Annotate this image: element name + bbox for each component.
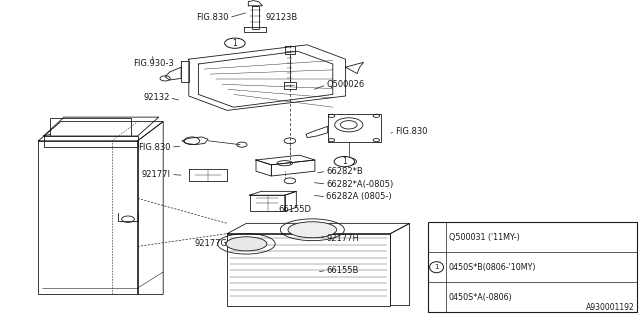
Ellipse shape [226, 237, 267, 251]
Text: 92132: 92132 [143, 93, 170, 102]
Text: 1: 1 [435, 264, 439, 270]
Text: Q500026: Q500026 [326, 80, 365, 89]
Text: 66282*B: 66282*B [326, 167, 363, 176]
Text: 66282*A(-0805): 66282*A(-0805) [326, 180, 394, 188]
Ellipse shape [334, 156, 355, 167]
Text: 66155B: 66155B [326, 266, 359, 275]
Ellipse shape [288, 222, 337, 238]
Text: FIG.830: FIG.830 [395, 127, 428, 136]
Text: FIG.830: FIG.830 [138, 143, 171, 152]
Text: FIG.930-3: FIG.930-3 [133, 60, 174, 68]
Text: 0450S*A(-0806): 0450S*A(-0806) [449, 292, 512, 301]
Ellipse shape [429, 262, 444, 273]
Text: 92123B: 92123B [266, 13, 298, 22]
Text: 92177H: 92177H [326, 234, 359, 243]
Text: Q500031 ('11MY-): Q500031 ('11MY-) [449, 233, 519, 242]
Text: 1: 1 [232, 39, 237, 48]
Text: A930001192: A930001192 [586, 303, 635, 312]
Text: 66155D: 66155D [278, 205, 312, 214]
Text: 92177I: 92177I [142, 170, 171, 179]
Text: 0450S*B(0806-'10MY): 0450S*B(0806-'10MY) [449, 263, 536, 272]
Text: FIG.830: FIG.830 [196, 13, 229, 22]
Ellipse shape [225, 38, 245, 48]
Text: 1: 1 [342, 157, 347, 166]
Bar [428, 222, 637, 312]
Text: 66282A (0805-): 66282A (0805-) [326, 192, 392, 201]
Text: 92177G: 92177G [194, 239, 227, 248]
